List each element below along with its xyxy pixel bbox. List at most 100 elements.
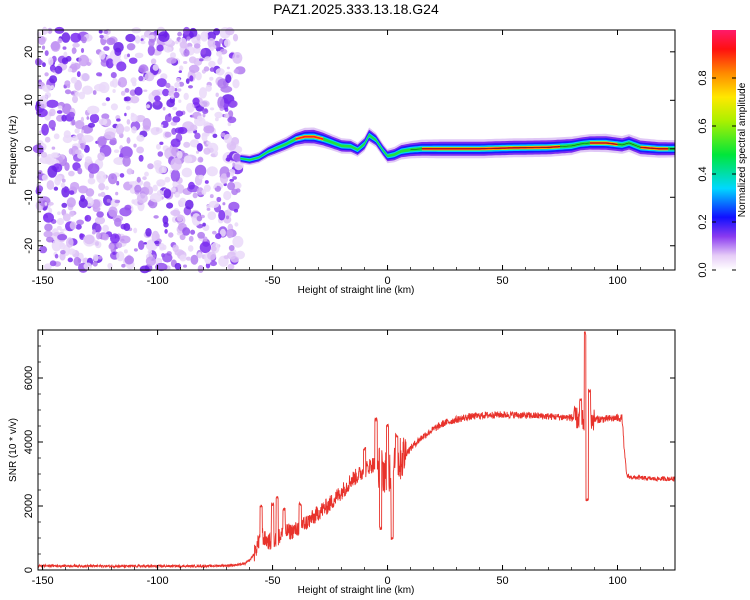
noise-speck (43, 212, 54, 223)
noise-speck (113, 157, 126, 165)
noise-speck (37, 170, 43, 175)
noise-speck (41, 174, 49, 181)
noise-speck (44, 50, 49, 56)
noise-speck (166, 202, 174, 209)
noise-speck (136, 134, 145, 142)
noise-speck (201, 132, 208, 142)
noise-speck (223, 190, 232, 201)
noise-speck (181, 167, 193, 178)
noise-speck (114, 217, 122, 227)
noise-speck (50, 41, 61, 52)
noise-speck (95, 224, 102, 233)
noise-speck (67, 68, 73, 73)
noise-speck (156, 44, 164, 52)
noise-speck (60, 182, 66, 188)
noise-speck (215, 117, 219, 122)
noise-speck (222, 202, 226, 206)
noise-speck (199, 87, 207, 99)
noise-speck (189, 139, 200, 148)
noise-speck (67, 248, 76, 255)
noise-speck (226, 229, 234, 239)
noise-speck (36, 185, 44, 193)
noise-speck (172, 181, 178, 188)
noise-speck (41, 45, 46, 50)
noise-speck (186, 102, 195, 113)
noise-speck (156, 190, 164, 196)
noise-speck (42, 84, 52, 93)
noise-speck (61, 202, 68, 208)
noise-speck (178, 70, 182, 73)
noise-speck (134, 86, 143, 96)
noise-speck (104, 185, 109, 191)
noise-speck (199, 157, 204, 163)
noise-speck (137, 193, 148, 204)
noise-speck (228, 201, 240, 211)
noise-speck (164, 46, 172, 53)
noise-speck (212, 230, 217, 235)
noise-speck (123, 54, 128, 60)
noise-speck (204, 180, 209, 184)
noise-speck (78, 91, 86, 100)
noise-speck (156, 143, 161, 150)
noise-speck (155, 164, 165, 174)
noise-speck (165, 82, 171, 88)
noise-speck (46, 236, 54, 243)
noise-speck (84, 156, 92, 163)
noise-speck (188, 56, 197, 64)
noise-speck (224, 113, 230, 118)
noise-speck (231, 172, 234, 177)
noise-speck (235, 250, 245, 260)
noise-speck (232, 79, 240, 89)
noise-speck (71, 119, 76, 126)
noise-speck (209, 260, 217, 267)
noise-speck (37, 36, 46, 45)
noise-speck (162, 215, 169, 225)
noise-speck (126, 168, 133, 175)
noise-speck (115, 123, 125, 135)
noise-speck (122, 155, 131, 167)
noise-speck (72, 95, 78, 104)
noise-speck (113, 149, 120, 153)
noise-speck (83, 262, 93, 270)
noise-speck (53, 186, 59, 191)
noise-speck (124, 112, 127, 117)
noise-speck (128, 57, 138, 64)
noise-speck (102, 34, 110, 40)
noise-speck (108, 243, 115, 250)
noise-speck (192, 192, 198, 199)
noise-speck (164, 176, 171, 183)
noise-speck (185, 199, 194, 210)
noise-speck (39, 245, 48, 254)
noise-speck (204, 56, 212, 62)
noise-speck (172, 106, 178, 111)
noise-speck (227, 182, 236, 191)
noise-speck (128, 181, 135, 185)
noise-speck (147, 201, 155, 207)
noise-speck (63, 189, 68, 193)
noise-speck (44, 92, 52, 98)
noise-speck (48, 201, 54, 206)
noise-speck (52, 152, 61, 158)
noise-speck (169, 96, 176, 104)
noise-speck (206, 207, 211, 211)
noise-speck (101, 113, 110, 120)
noise-speck (56, 217, 65, 226)
x-tick-label: -50 (265, 275, 281, 287)
noise-speck (123, 126, 131, 132)
noise-speck (110, 72, 117, 79)
noise-speck (134, 52, 144, 59)
noise-speck (219, 38, 224, 44)
noise-speck (57, 211, 61, 215)
noise-speck (174, 82, 181, 88)
noise-speck (115, 191, 119, 196)
noise-speck (170, 52, 176, 59)
noise-speck (174, 262, 182, 270)
noise-speck (162, 106, 166, 111)
colorbar-gradient (712, 30, 736, 270)
noise-speck (203, 125, 215, 134)
noise-speck (206, 31, 216, 41)
noise-speck (160, 124, 164, 128)
noise-speck (188, 85, 193, 89)
noise-speck (164, 131, 172, 138)
noise-speck (226, 141, 237, 151)
